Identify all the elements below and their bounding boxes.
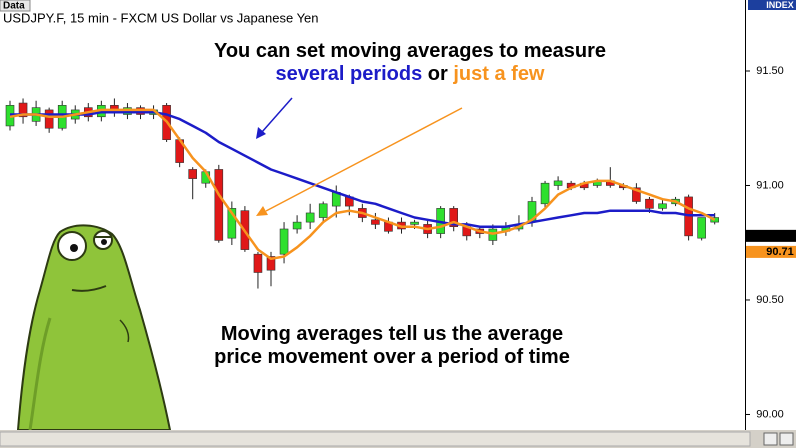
candle-body	[279, 228, 289, 255]
annotation-part: Moving averages tell us the average	[221, 323, 563, 345]
price-label-box	[746, 245, 796, 258]
annotation: Moving averages tell us the average	[221, 323, 563, 345]
zoom-in-button[interactable]	[779, 432, 794, 446]
data-tab[interactable]	[0, 0, 31, 12]
axis-label: INDEX	[766, 0, 794, 10]
zoom-out-button[interactable]	[763, 432, 778, 446]
moving-average-line	[10, 110, 715, 228]
candle-body	[697, 217, 706, 239]
cartoon-figure	[16, 224, 172, 431]
candle-body	[253, 253, 263, 273]
price-label: 90.78	[766, 230, 794, 242]
annotation: You can set moving averages to measure	[214, 40, 606, 62]
moving-average-line	[9, 108, 716, 261]
candle-body	[318, 203, 328, 218]
y-tick-label: 90.00	[756, 408, 784, 420]
annotation: several periods or just a few	[275, 63, 544, 85]
candle-body	[18, 102, 28, 118]
arrow-orange	[265, 107, 463, 212]
candle-body	[266, 256, 276, 271]
candle-body	[710, 217, 720, 223]
y-tick-label: 91.00	[756, 179, 784, 191]
candle-body	[449, 208, 459, 227]
plot-area	[5, 98, 720, 289]
candle-body	[645, 198, 654, 209]
annotation: price movement over a period of time	[214, 346, 570, 368]
arrow-blue-head	[256, 127, 266, 139]
candle-body	[305, 212, 315, 223]
candle-body	[371, 219, 380, 225]
candle-body	[188, 169, 197, 179]
chart-title: USDJPY.F, 15 min - FXCM US Dollar vs Jap…	[3, 10, 319, 25]
candle-body	[553, 180, 563, 186]
annotation-part: just a few	[452, 63, 545, 85]
candle-body	[410, 221, 419, 225]
candle-body	[214, 169, 224, 241]
y-tick-label: 91.50	[756, 65, 784, 77]
candle-body	[292, 221, 302, 230]
candle-body	[632, 187, 641, 202]
annotation-part: or	[428, 63, 448, 85]
annotation-part: several periods	[275, 63, 422, 85]
candle-body	[540, 182, 550, 205]
axis-label-box	[748, 0, 796, 10]
price-label-box	[746, 229, 796, 242]
arrow-orange-head	[256, 206, 268, 216]
price-label: 90.71	[766, 246, 794, 258]
candle-body	[658, 203, 667, 209]
annotation-part: price movement over a period of time	[214, 346, 570, 368]
data-tab-label: Data	[3, 1, 25, 12]
arrow-blue	[261, 97, 293, 133]
candle-body	[44, 109, 54, 129]
candle-body	[227, 208, 237, 239]
scroll-track[interactable]	[0, 431, 751, 447]
annotation-part: You can set moving averages to measure	[214, 40, 606, 62]
y-tick-label: 90.50	[756, 294, 784, 306]
